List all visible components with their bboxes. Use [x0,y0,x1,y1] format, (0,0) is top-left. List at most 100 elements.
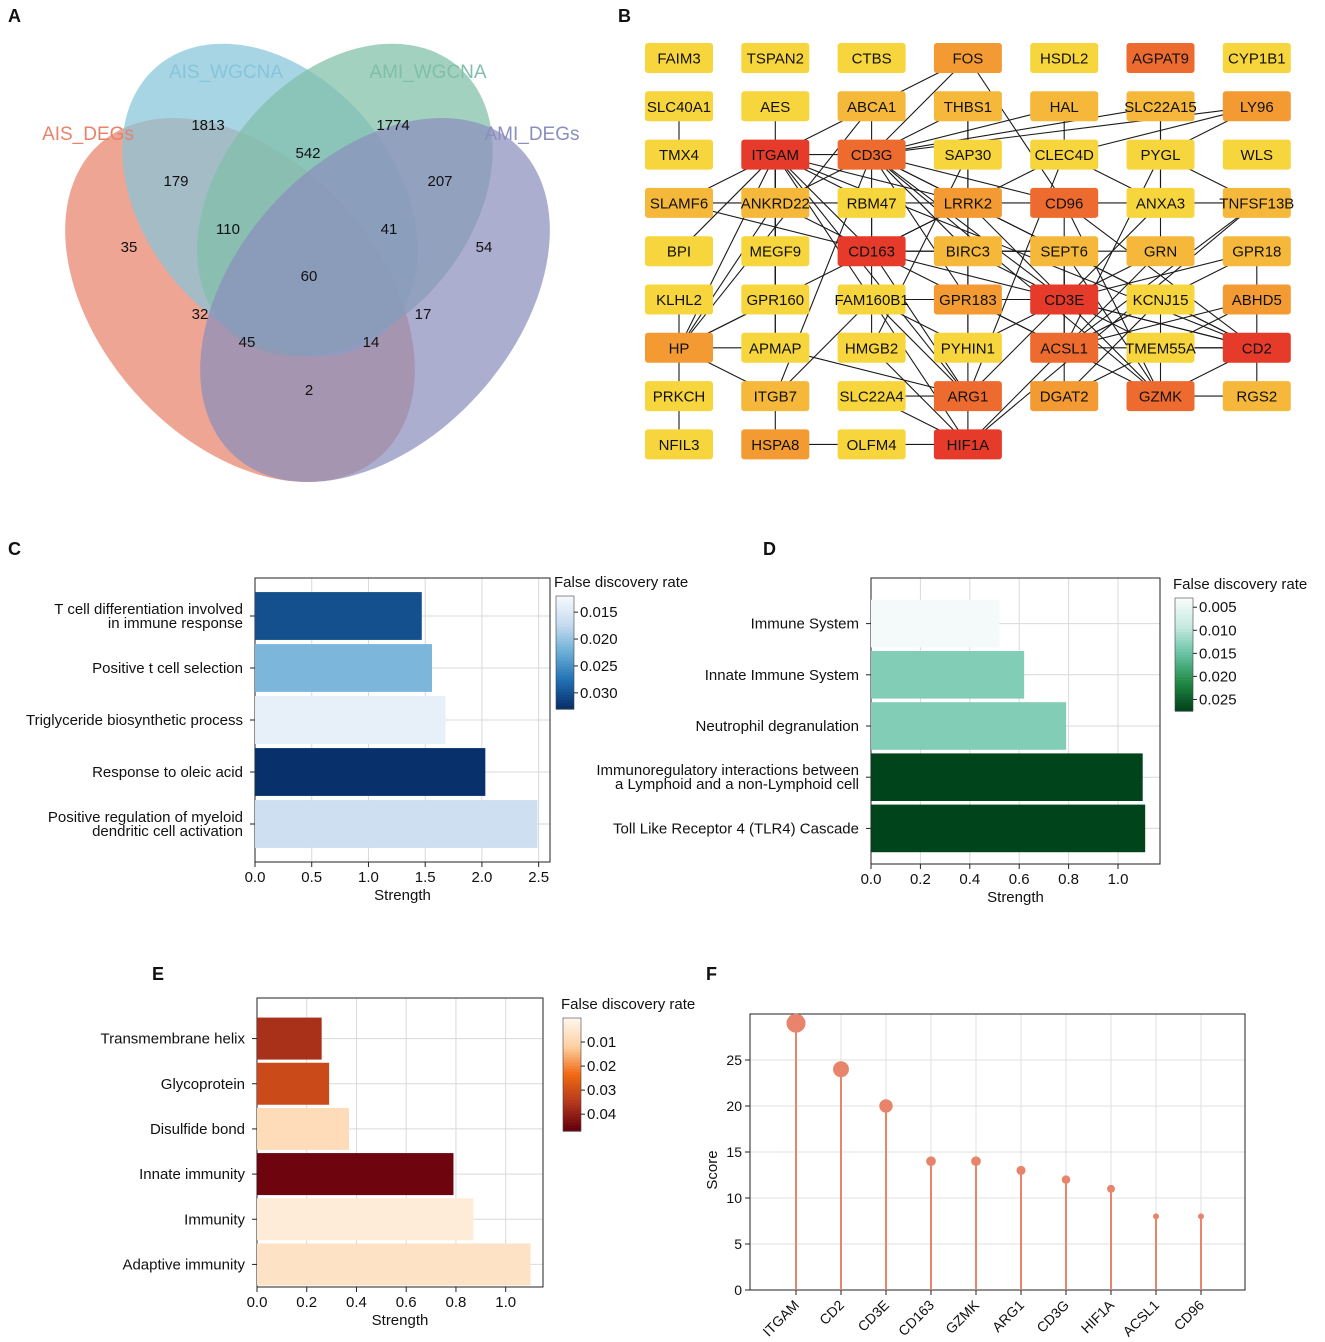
colorbar-step [556,596,574,600]
colorbar-step [556,655,574,659]
colorbar-tick-label: 0.025 [580,658,618,675]
network-node-hsdl2: HSDL2 [1030,43,1099,73]
x-tick-label: 0.0 [247,1294,268,1311]
network-node-label: FOS [952,51,983,68]
category-label: Immune System [751,616,859,633]
network-node-label: RBM47 [847,195,897,212]
venn-label-ais-degs: AIS_DEGs [42,124,134,145]
network-node-tspan2: TSPAN2 [741,43,810,73]
network-node-box [645,236,713,267]
colorbar-step [1175,620,1193,625]
network-node-tmem55a: TMEM55A [1125,332,1196,363]
network-node-box [741,139,810,170]
x-tick-label: 0.6 [396,1294,417,1311]
network-node-faim3: FAIM3 [645,43,713,73]
venn-count: 35 [121,239,138,256]
network-node-label: ITGAM [752,147,800,164]
network-node-slc40a1: SLC40A1 [645,91,713,122]
colorbar-step [556,686,574,690]
network-node-box [741,187,810,218]
network-node-acsl1: ACSL1 [1030,332,1099,363]
network-node-label: THBS1 [944,99,992,116]
bar-immunoregulatory-interactions-between-a-lymphoid-and-a-non-lymphoid-cell [871,753,1143,802]
colorbar-step [563,1094,581,1098]
colorbar-step [556,627,574,631]
colorbar-step [563,1116,581,1121]
network-node-label: LRRK2 [944,195,992,212]
network-node-box [837,43,906,73]
network-node-box [1222,139,1291,170]
network-node-label: CYP1B1 [1228,51,1286,68]
colorbar-step [563,1018,581,1022]
network-edge [967,57,1065,204]
bar-immune-system [871,599,1000,648]
colorbar-step [563,1122,581,1126]
network-node-slc22a15: SLC22A15 [1124,91,1197,122]
lollipop-dot-arg1 [1016,1165,1026,1175]
network-node-prkch: PRKCH [645,381,713,412]
colorbar-tick-label: 0.02 [587,1058,616,1075]
colorbar-step [563,1119,581,1124]
network-node-label: CLEC4D [1035,147,1094,164]
network-node-cd3e: CD3E [1030,284,1099,315]
network-node-hmgb2: HMGB2 [837,332,906,363]
colorbar-step [563,1051,581,1056]
network-edge [871,57,969,155]
y-tick-label: 20 [726,1098,742,1114]
network-node-kcnj15: KCNJ15 [1126,284,1195,315]
network-node-slamf6: SLAMF6 [645,187,713,218]
network-node-fos: FOS [933,43,1002,73]
network-node-box [1222,381,1291,412]
network-node-hif1a: HIF1A [933,429,1002,460]
bar-immunity [257,1198,474,1241]
network-node-dgat2: DGAT2 [1030,381,1099,412]
colorbar-step [1175,677,1193,681]
network-node-box [1126,139,1195,170]
x-axis-label: Strength [987,889,1044,906]
y-tick-label: 10 [726,1190,742,1206]
colorbar-step [556,658,574,662]
category-label: Positive t cell selection [92,660,243,677]
network-node-cyp1b1: CYP1B1 [1222,43,1291,73]
category-label: Transmembrane helix [101,1031,246,1048]
venn-count: 2 [305,382,313,399]
network-node-itgam: ITGAM [741,139,810,170]
venn-count: 1813 [191,117,224,134]
network-node-label: KLHL2 [656,292,702,309]
network-node-label: LY96 [1240,99,1274,116]
chart-c: T cell differentiation involved in immune… [26,574,688,904]
network-node-box [1030,43,1099,73]
network-node-label: CTBS [852,51,892,68]
colorbar-step [1175,688,1193,692]
network-node-label: PRKCH [653,389,706,406]
panel-label-d: D [763,539,776,559]
colorbar-tick-label: 0.015 [1199,645,1237,662]
network-node-rbm47: RBM47 [837,187,906,218]
lollipop-dot-acsl1 [1153,1213,1159,1220]
network-node-box [1222,284,1291,315]
colorbar-step [563,1105,581,1109]
colorbar-step [1175,600,1193,605]
colorbar-tick-label: 0.03 [587,1082,616,1099]
colorbar-step [563,1080,581,1084]
venn-count: 32 [192,306,209,323]
venn-count: 110 [216,221,240,238]
colorbar-step [556,632,574,637]
network-node-label: TMX4 [659,147,699,164]
venn-ellipse-ami-degs [200,117,550,483]
x-tick-label: 1.0 [495,1294,516,1311]
category-label: Immunity [184,1211,245,1228]
colorbar-step [563,1063,581,1067]
network-node-label: GPR18 [1232,244,1281,261]
network-node-gpr160: GPR160 [741,284,810,315]
colorbar-step [556,703,574,707]
colorbar-step [1175,598,1193,602]
colorbar-step [556,635,574,639]
network-node-label: ACSL1 [1040,340,1088,357]
y-tick-label: 15 [726,1144,742,1160]
network-node-pyhin1: PYHIN1 [933,332,1002,363]
colorbar-tick-label: 0.04 [587,1106,616,1123]
lollipop-dot-cd3g [1061,1175,1071,1184]
colorbar-step [1175,623,1193,627]
x-tick-label: 1.5 [415,869,436,886]
